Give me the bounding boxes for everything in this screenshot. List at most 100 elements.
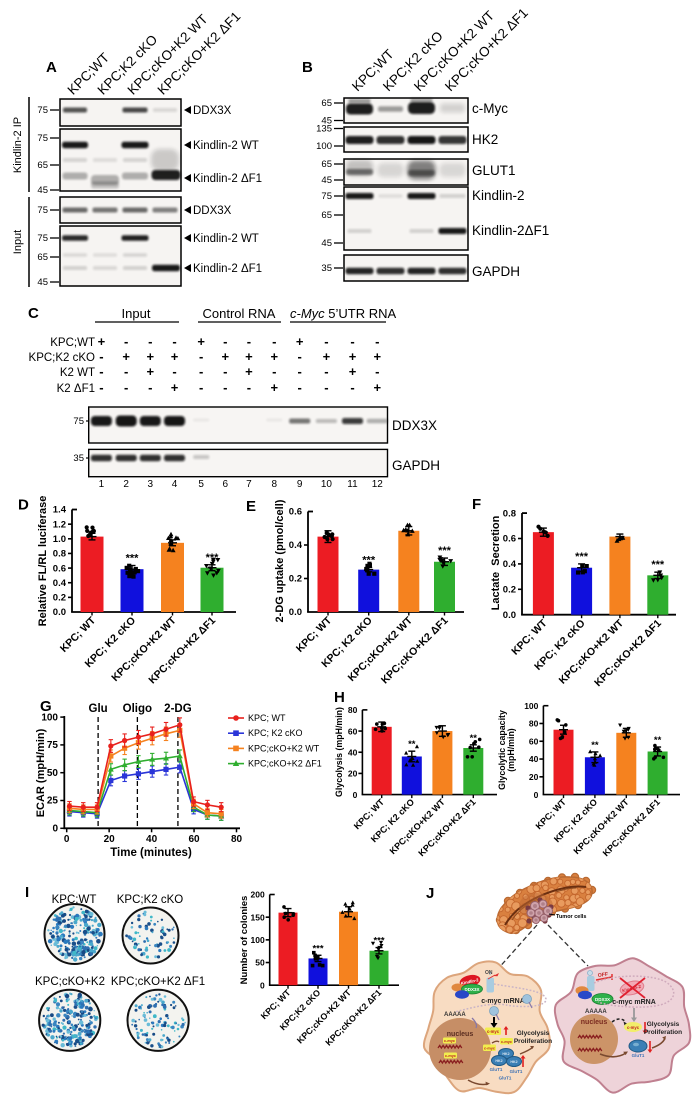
- svg-text:45: 45: [37, 277, 48, 288]
- svg-text:+: +: [147, 364, 155, 379]
- svg-text:-: -: [324, 364, 328, 379]
- svg-text:60: 60: [348, 726, 358, 736]
- svg-text:Time (minutes): Time (minutes): [110, 847, 192, 859]
- svg-text:***: ***: [651, 559, 665, 571]
- svg-text:***: ***: [362, 554, 376, 566]
- svg-text:Kindlin-2 IP: Kindlin-2 IP: [12, 117, 24, 173]
- svg-text:GluT1: GluT1: [632, 1053, 645, 1058]
- svg-text:150: 150: [251, 912, 265, 922]
- svg-text:0.4: 0.4: [53, 578, 67, 589]
- svg-text:+: +: [245, 349, 253, 364]
- svg-text:0: 0: [64, 834, 70, 845]
- svg-text:-: -: [350, 334, 354, 349]
- svg-text:GLUT1: GLUT1: [472, 163, 516, 178]
- svg-text:12: 12: [372, 479, 384, 490]
- svg-text:40: 40: [146, 834, 158, 845]
- svg-text:20: 20: [348, 769, 358, 779]
- svg-text:-: -: [223, 334, 227, 349]
- svg-text:+: +: [122, 349, 130, 364]
- svg-text:-: -: [324, 380, 328, 395]
- svg-text:HK2: HK2: [472, 132, 498, 147]
- svg-text:-: -: [172, 364, 176, 379]
- svg-text:+: +: [323, 349, 331, 364]
- svg-text:-: -: [247, 380, 251, 395]
- svg-text:200: 200: [251, 890, 265, 900]
- svg-text:c-myc: c-myc: [444, 1039, 455, 1043]
- svg-text:Glu: Glu: [89, 703, 108, 715]
- svg-text:5: 5: [198, 479, 204, 490]
- svg-text:-: -: [199, 364, 203, 379]
- svg-text:-: -: [148, 334, 152, 349]
- svg-text:Oligo: Oligo: [123, 703, 152, 715]
- svg-text:4: 4: [172, 479, 178, 490]
- svg-text:-: -: [272, 364, 276, 379]
- svg-text:+: +: [222, 349, 230, 364]
- svg-text:c-Myc: c-Myc: [472, 101, 508, 116]
- svg-text:-: -: [375, 364, 379, 379]
- svg-text:0.0: 0.0: [503, 610, 516, 621]
- svg-text:0.2: 0.2: [503, 585, 516, 596]
- svg-text:Number of colonies: Number of colonies: [239, 896, 250, 985]
- svg-text:HK2: HK2: [502, 1052, 509, 1056]
- svg-text:DDX3X: DDX3X: [595, 997, 610, 1002]
- svg-text:0: 0: [353, 790, 358, 800]
- svg-text:-: -: [272, 334, 276, 349]
- svg-text:9: 9: [297, 479, 303, 490]
- svg-text:Input: Input: [122, 306, 151, 321]
- svg-text:35: 35: [321, 263, 332, 274]
- svg-text:-: -: [148, 380, 152, 395]
- svg-text:Kindlin-2 ΔF1: Kindlin-2 ΔF1: [193, 263, 262, 275]
- svg-text:-: -: [247, 334, 251, 349]
- svg-text:Kindlin-2ΔF1: Kindlin-2ΔF1: [472, 223, 549, 238]
- svg-text:0.6: 0.6: [503, 534, 516, 545]
- svg-text:60: 60: [188, 834, 200, 845]
- svg-text:6: 6: [223, 479, 229, 490]
- svg-text:Relative FL/RL luciferase: Relative FL/RL luciferase: [37, 496, 49, 627]
- svg-text:F: F: [472, 496, 481, 513]
- svg-text:80: 80: [529, 719, 539, 729]
- svg-text:KPC;cKO+K2 ΔF1: KPC;cKO+K2 ΔF1: [248, 759, 322, 769]
- svg-text:2: 2: [123, 479, 129, 490]
- svg-text:HK2: HK2: [495, 1059, 502, 1063]
- svg-text:D: D: [18, 497, 29, 514]
- svg-text:+: +: [147, 349, 155, 364]
- svg-text:KPC;WT: KPC;WT: [50, 337, 95, 349]
- svg-text:G: G: [40, 698, 52, 715]
- svg-text:11: 11: [347, 479, 358, 490]
- svg-text:2-DG: 2-DG: [164, 703, 192, 715]
- svg-text:-: -: [324, 334, 328, 349]
- svg-text:40: 40: [348, 747, 358, 757]
- svg-text:KPC; WT: KPC; WT: [248, 713, 286, 723]
- svg-text:-: -: [223, 380, 227, 395]
- svg-text:-: -: [298, 380, 302, 395]
- svg-text:+: +: [349, 364, 357, 379]
- svg-text:-: -: [99, 380, 103, 395]
- svg-text:+: +: [296, 334, 304, 349]
- svg-text:OFF: OFF: [597, 972, 608, 979]
- svg-text:1: 1: [99, 479, 105, 490]
- svg-text:+: +: [197, 334, 205, 349]
- svg-text:Kindlin-2 WT: Kindlin-2 WT: [193, 233, 259, 245]
- svg-text:***: ***: [373, 936, 384, 947]
- svg-text:2-DG uptake (pmol/cell): 2-DG uptake (pmol/cell): [274, 499, 286, 622]
- svg-text:KPC;cKO+K2 WT: KPC;cKO+K2 WT: [248, 743, 320, 753]
- svg-text:45: 45: [37, 185, 48, 196]
- svg-text:DDX3X: DDX3X: [464, 987, 479, 992]
- svg-text:1.2: 1.2: [53, 519, 66, 530]
- svg-text:DDX3X: DDX3X: [193, 205, 232, 217]
- svg-text:+: +: [171, 380, 179, 395]
- svg-text:0.4: 0.4: [289, 540, 303, 551]
- svg-text:8: 8: [272, 479, 278, 490]
- svg-text:HK2: HK2: [510, 1060, 517, 1064]
- svg-text:75: 75: [37, 105, 48, 116]
- svg-text:75: 75: [37, 205, 48, 216]
- svg-text:(mpH/min): (mpH/min): [506, 728, 516, 772]
- svg-text:75: 75: [37, 233, 48, 244]
- svg-text:-: -: [298, 364, 302, 379]
- svg-text:A: A: [46, 59, 57, 76]
- svg-text:-: -: [350, 380, 354, 395]
- svg-text:**: **: [470, 733, 478, 744]
- svg-text:45: 45: [321, 116, 332, 127]
- svg-text:Tumor cells: Tumor cells: [556, 914, 586, 920]
- svg-text:Input: Input: [12, 230, 24, 254]
